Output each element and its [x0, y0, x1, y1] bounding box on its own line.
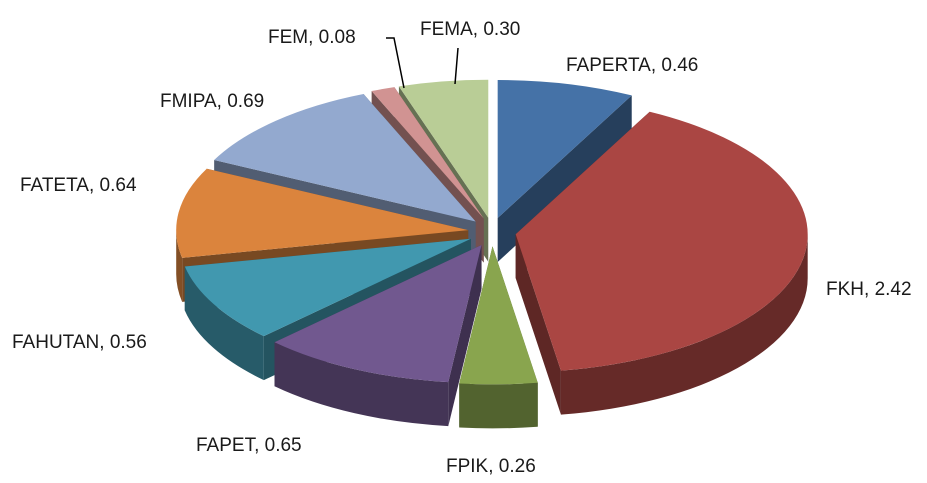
label-value: 0.30	[483, 19, 520, 40]
label-value: 0.08	[319, 27, 356, 48]
slice-rim	[459, 382, 538, 429]
data-label: FATETA, 0.64	[20, 175, 137, 196]
label-separator: ,	[99, 332, 110, 353]
leader-line	[454, 47, 459, 85]
label-value: 0.46	[661, 55, 698, 76]
slice-top	[459, 246, 538, 385]
label-category: FEMA	[420, 19, 473, 40]
label-category: FAPET	[196, 435, 257, 456]
data-label: FAPET, 0.65	[196, 435, 302, 456]
label-separator: ,	[488, 456, 499, 477]
data-label: FPIK, 0.26	[446, 456, 536, 477]
slice	[459, 246, 538, 429]
data-label: FEM, 0.08	[268, 27, 356, 48]
slice-top	[398, 79, 489, 218]
slice-top	[371, 87, 484, 219]
slice-rim	[184, 266, 264, 381]
label-category: FAHUTAN	[12, 332, 99, 353]
label-value: 0.65	[265, 435, 302, 456]
label-category: FMIPA	[160, 91, 217, 112]
leader-line	[386, 37, 405, 89]
slice-top	[184, 238, 471, 337]
data-label: FEMA, 0.30	[420, 19, 520, 40]
label-category: FATETA	[20, 175, 89, 196]
slice-top	[274, 244, 482, 383]
data-label: FMIPA, 0.69	[160, 91, 264, 112]
label-value: 2.42	[875, 279, 912, 300]
slice-rim	[560, 234, 808, 415]
data-label: FAHUTAN, 0.56	[12, 332, 147, 353]
data-label: FAPERTA, 0.46	[566, 55, 698, 76]
label-category: FEM	[268, 27, 308, 48]
slice	[274, 244, 482, 427]
label-separator: ,	[254, 435, 265, 456]
label-category: FAPERTA	[566, 55, 651, 76]
slice-rim	[274, 342, 449, 427]
label-category: FPIK	[446, 456, 489, 477]
data-label: FKH, 2.42	[826, 279, 912, 300]
slice-top	[497, 80, 632, 219]
label-separator: ,	[308, 27, 319, 48]
slice-top	[176, 168, 469, 258]
slice	[515, 111, 808, 415]
slice-wall	[515, 234, 561, 415]
label-separator: ,	[864, 279, 875, 300]
label-separator: ,	[89, 175, 100, 196]
slice-rim	[176, 230, 183, 302]
label-separator: ,	[217, 91, 228, 112]
label-value: 0.69	[227, 91, 264, 112]
label-separator: ,	[473, 19, 484, 40]
slice-top	[515, 111, 808, 371]
label-category: FKH	[826, 279, 864, 300]
label-separator: ,	[651, 55, 662, 76]
label-value: 0.56	[110, 332, 147, 353]
slice-top	[214, 94, 476, 222]
label-value: 0.64	[100, 175, 137, 196]
label-value: 0.26	[499, 456, 536, 477]
